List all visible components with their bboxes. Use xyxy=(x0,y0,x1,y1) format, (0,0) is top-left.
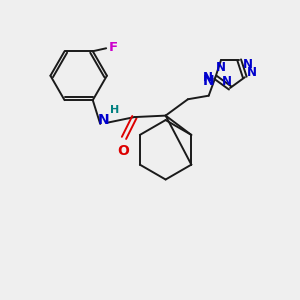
Text: N: N xyxy=(203,71,213,84)
Text: N: N xyxy=(242,58,253,71)
Text: F: F xyxy=(109,41,118,54)
Text: H: H xyxy=(110,105,119,115)
Text: N: N xyxy=(216,61,226,74)
Text: N: N xyxy=(98,113,109,127)
Text: N: N xyxy=(247,66,257,79)
Text: N: N xyxy=(203,74,215,88)
Text: N: N xyxy=(222,75,232,88)
Text: O: O xyxy=(118,144,129,158)
